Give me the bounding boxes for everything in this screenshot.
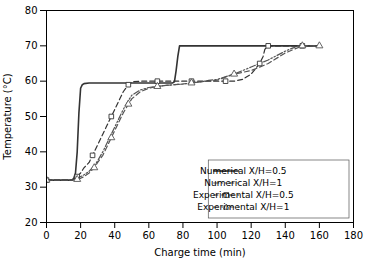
svg-text:60: 60 — [25, 75, 38, 86]
svg-text:Charge time (min): Charge time (min) — [154, 247, 246, 258]
svg-text:30: 30 — [25, 181, 38, 192]
svg-text:100: 100 — [208, 230, 227, 241]
svg-text:20: 20 — [25, 217, 38, 228]
svg-text:140: 140 — [276, 230, 295, 241]
svg-text:120: 120 — [242, 230, 261, 241]
svg-text:20: 20 — [74, 230, 87, 241]
svg-text:Numerical X/H=0.5: Numerical X/H=0.5 — [200, 166, 287, 176]
svg-text:70: 70 — [25, 40, 38, 51]
svg-text:0: 0 — [43, 230, 49, 241]
svg-text:80: 80 — [177, 230, 190, 241]
svg-text:160: 160 — [310, 230, 329, 241]
svg-text:Experimental X/H=1: Experimental X/H=1 — [197, 202, 289, 212]
svg-text:Numerical X/H=1: Numerical X/H=1 — [204, 178, 282, 188]
svg-text:180: 180 — [344, 230, 363, 241]
svg-text:50: 50 — [25, 111, 38, 122]
svg-text:40: 40 — [108, 230, 121, 241]
svg-text:Experimental X/H=0.5: Experimental X/H=0.5 — [193, 190, 294, 200]
svg-text:Temperature (°C): Temperature (°C) — [2, 73, 13, 160]
svg-text:60: 60 — [142, 230, 155, 241]
svg-text:40: 40 — [25, 146, 38, 157]
svg-text:80: 80 — [25, 5, 38, 16]
